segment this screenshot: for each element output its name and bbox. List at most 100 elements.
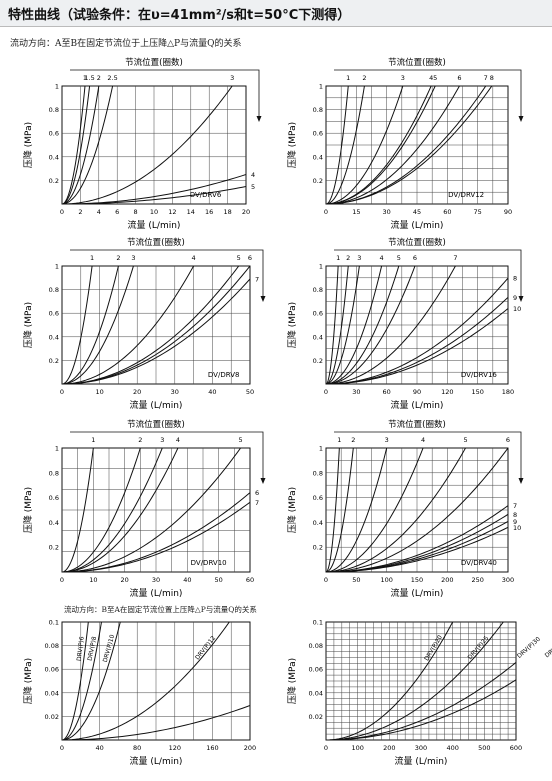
y-axis-label: 压降 (MPa) xyxy=(22,487,34,533)
chart-panel: 0 10 20 30 40 50 0.2 0.4 0.6 0.8 1 流量 (L/min) 压降 (MP… xyxy=(22,237,266,411)
x-axis-label: 流量 (L/min) xyxy=(391,587,444,599)
series-curve xyxy=(326,622,504,740)
y-tick-label: 0.8 xyxy=(49,106,59,114)
series-curve xyxy=(326,448,424,572)
x-tick-label: 0 xyxy=(324,744,328,752)
y-tick-label: 0.6 xyxy=(313,130,323,138)
y-tick-label: 1 xyxy=(319,445,323,453)
chart-panel: 0 10 20 30 40 50 60 0.2 0.4 0.6 0.8 1 流量 (L/min) 压降 (… xyxy=(22,419,266,599)
x-axis-label: 流量 (L/min) xyxy=(130,587,183,599)
series-curve xyxy=(326,448,340,572)
x-tick-label: 45 xyxy=(413,208,421,216)
x-tick-label: 0 xyxy=(324,388,328,396)
series-group xyxy=(62,86,246,204)
series-curve xyxy=(326,86,349,204)
x-axis-label: 流量 (L/min) xyxy=(391,219,444,231)
x-axis-label: 流量 (L/min) xyxy=(391,399,444,411)
y-tick-label: 1 xyxy=(55,445,59,453)
y-tick-label: 0.8 xyxy=(49,469,59,477)
series-curve xyxy=(62,622,230,740)
series-label: 6 xyxy=(506,436,510,444)
x-tick-label: 30 xyxy=(383,208,391,216)
x-axis-label: 流量 (L/min) xyxy=(130,755,183,767)
x-tick-label: 90 xyxy=(413,388,421,396)
series-curve xyxy=(62,86,114,204)
series-curve xyxy=(62,705,250,740)
position-bracket xyxy=(334,249,522,298)
series-group xyxy=(326,622,516,740)
x-tick-label: 20 xyxy=(121,576,129,584)
x-tick-label: 150 xyxy=(471,388,483,396)
series-label: 1 xyxy=(91,436,95,444)
x-tick-label: 80 xyxy=(133,744,141,752)
x-axis-label: 流量 (L/min) xyxy=(130,399,183,411)
series-label: 6 xyxy=(413,254,417,262)
arrow-down-icon xyxy=(260,296,266,302)
series-label: 4 xyxy=(429,74,433,82)
series-curve xyxy=(326,266,383,384)
series-curve xyxy=(326,266,456,384)
series-label: 8 xyxy=(513,275,517,283)
series-group xyxy=(62,622,250,740)
x-tick-label: 200 xyxy=(244,744,256,752)
arrow-down-icon xyxy=(518,296,524,302)
x-tick-label: 40 xyxy=(183,576,191,584)
series-curve xyxy=(326,448,388,572)
x-tick-label: 14 xyxy=(187,208,195,216)
x-tick-label: 18 xyxy=(223,208,231,216)
y-tick-label: 0.8 xyxy=(313,106,323,114)
series-label: 1 xyxy=(336,254,340,262)
series-label: 1 xyxy=(346,74,350,82)
series-label: 3 xyxy=(230,74,234,82)
x-tick-label: 40 xyxy=(95,744,103,752)
series-label: 10 xyxy=(513,524,521,532)
series-label: DRV(P)30 xyxy=(516,636,542,660)
series-label: 8 xyxy=(513,511,517,519)
series-curve xyxy=(326,448,508,572)
y-tick-label: 0.1 xyxy=(313,619,323,627)
y-tick-label: 0.02 xyxy=(45,713,59,721)
series-curve xyxy=(326,266,349,384)
series-curve xyxy=(326,622,454,740)
series-curve xyxy=(326,448,466,572)
y-tick-label: 0.02 xyxy=(309,713,323,721)
series-curve xyxy=(326,526,508,572)
x-tick-label: 0 xyxy=(60,208,64,216)
series-label: 3 xyxy=(160,436,164,444)
flow-note-b-to-a: 流动方向：B至A在固定节流位置上压降△P与流量Q的关系 xyxy=(64,605,257,614)
x-tick-label: 60 xyxy=(383,388,391,396)
x-tick-label: 10 xyxy=(89,576,97,584)
series-curve xyxy=(62,278,250,384)
series-label: 1 xyxy=(83,74,87,82)
x-tick-label: 40 xyxy=(208,388,216,396)
series-label: 6 xyxy=(457,74,461,82)
y-tick-label: 0.6 xyxy=(313,494,323,502)
series-curve xyxy=(62,266,93,384)
series-label: 5 xyxy=(433,74,437,82)
series-curve xyxy=(326,266,339,384)
series-curve xyxy=(62,622,89,740)
chart-title: 节流位置(圈数) xyxy=(388,237,446,248)
series-curve xyxy=(326,679,516,740)
y-tick-label: 0.6 xyxy=(49,494,59,502)
series-label: 5 xyxy=(463,436,467,444)
page-header: 特性曲线（试验条件：在υ=41mm²/s和t=50°C下测得） xyxy=(0,0,552,27)
arrow-down-icon xyxy=(518,116,524,122)
series-label: DRV(P)8 xyxy=(87,636,99,662)
y-tick-label: 0.6 xyxy=(49,310,59,318)
x-tick-label: 100 xyxy=(351,744,363,752)
series-label: 1.5 xyxy=(84,74,94,82)
y-tick-label: 1 xyxy=(55,263,59,271)
series-label: 7 xyxy=(255,275,259,283)
x-tick-label: 30 xyxy=(352,388,360,396)
series-curve xyxy=(326,86,365,204)
series-label: 2 xyxy=(116,254,120,262)
series-label: 1 xyxy=(337,436,341,444)
x-tick-label: 30 xyxy=(152,576,160,584)
series-curve xyxy=(62,266,119,384)
x-tick-label: 600 xyxy=(510,744,522,752)
x-axis-label: 流量 (L/min) xyxy=(128,219,181,231)
x-tick-label: 2 xyxy=(78,208,82,216)
